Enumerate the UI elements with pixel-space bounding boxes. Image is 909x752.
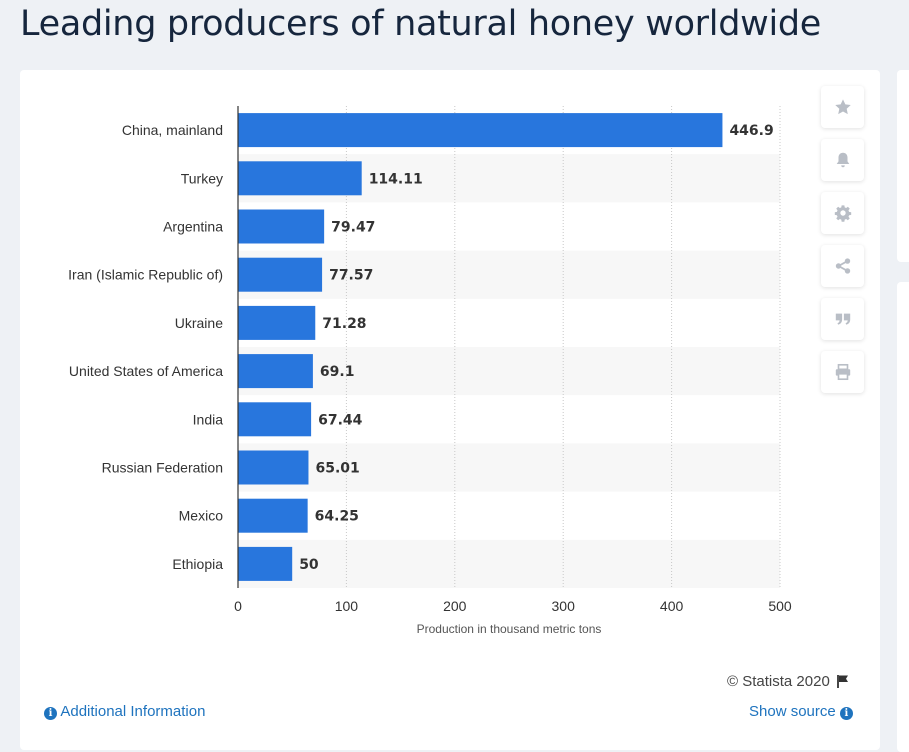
bar[interactable]	[238, 450, 309, 485]
value-label: 67.44	[318, 412, 363, 428]
value-label: 79.47	[331, 220, 375, 236]
x-tick-label: 300	[552, 598, 576, 614]
category-label: China, mainland	[122, 122, 223, 138]
side-panel	[897, 70, 909, 262]
bar[interactable]	[238, 113, 723, 148]
row-band	[238, 347, 780, 396]
category-labels: China, mainland Turkey Argentina Iran (Isla…	[68, 122, 223, 572]
bar[interactable]	[238, 305, 316, 340]
gear-icon	[834, 205, 851, 222]
additional-information-link[interactable]: i Additional Information	[44, 703, 205, 720]
bell-icon	[836, 152, 849, 168]
flag-icon[interactable]	[836, 674, 850, 688]
category-label: Ukraine	[175, 315, 223, 331]
value-labels: 446.9 114.11 79.47 77.57 71.28 69.1 67.44 65.01…	[299, 123, 774, 573]
x-tick-label: 500	[768, 598, 792, 614]
value-label: 446.9	[729, 123, 773, 139]
value-label: 69.1	[320, 364, 355, 380]
value-label: 114.11	[369, 171, 423, 187]
print-button[interactable]	[821, 351, 864, 393]
favorite-button[interactable]	[821, 86, 864, 128]
category-label: Iran (Islamic Republic of)	[68, 267, 223, 283]
settings-button[interactable]	[821, 192, 864, 234]
value-label: 50	[299, 557, 319, 573]
chart-toolbar	[821, 86, 864, 404]
category-label: Ethiopia	[172, 556, 223, 572]
star-icon	[834, 99, 851, 115]
bar[interactable]	[238, 209, 325, 244]
category-label: United States of America	[69, 363, 223, 379]
gridlines	[345, 106, 781, 588]
bars	[238, 113, 723, 581]
copyright-text: © Statista 2020	[727, 673, 830, 690]
x-tick-label: 0	[234, 598, 242, 614]
cite-button[interactable]	[821, 298, 864, 340]
bar[interactable]	[238, 161, 362, 196]
x-tick-label: 400	[660, 598, 684, 614]
bar[interactable]	[238, 402, 312, 437]
bar[interactable]	[238, 257, 323, 292]
copyright-notice: © Statista 2020	[727, 673, 850, 690]
category-label: Mexico	[179, 508, 224, 524]
value-label: 64.25	[315, 509, 359, 525]
tick-labels: 0 100 200 300 400 500	[234, 598, 792, 614]
printer-icon	[835, 363, 850, 381]
x-tick-label: 200	[443, 598, 467, 614]
side-panel-lower	[897, 282, 909, 752]
value-label: 77.57	[329, 268, 373, 284]
category-label: Russian Federation	[102, 460, 223, 476]
x-axis-title: Production in thousand metric tons	[417, 622, 602, 636]
additional-information-label: Additional Information	[60, 703, 206, 720]
show-source-label: Show source	[749, 703, 836, 720]
notification-button[interactable]	[821, 139, 864, 181]
info-icon: i	[839, 707, 853, 720]
row-band	[238, 539, 780, 588]
show-source-link[interactable]: Show source i	[749, 703, 853, 720]
row-band	[238, 250, 780, 299]
value-label: 65.01	[315, 461, 359, 477]
x-tick-label: 100	[335, 598, 359, 614]
row-band	[238, 443, 780, 492]
category-label: Turkey	[181, 170, 223, 186]
value-label: 71.28	[322, 316, 366, 332]
info-icon: i	[44, 707, 57, 720]
bar[interactable]	[238, 354, 313, 389]
bar[interactable]	[238, 546, 293, 581]
share-icon	[835, 258, 850, 274]
category-label: India	[193, 411, 224, 427]
share-button[interactable]	[821, 245, 864, 287]
page-title: Leading producers of natural honey world…	[20, 4, 822, 44]
category-label: Argentina	[163, 219, 223, 235]
quote-icon	[835, 313, 850, 325]
bar[interactable]	[238, 498, 308, 533]
